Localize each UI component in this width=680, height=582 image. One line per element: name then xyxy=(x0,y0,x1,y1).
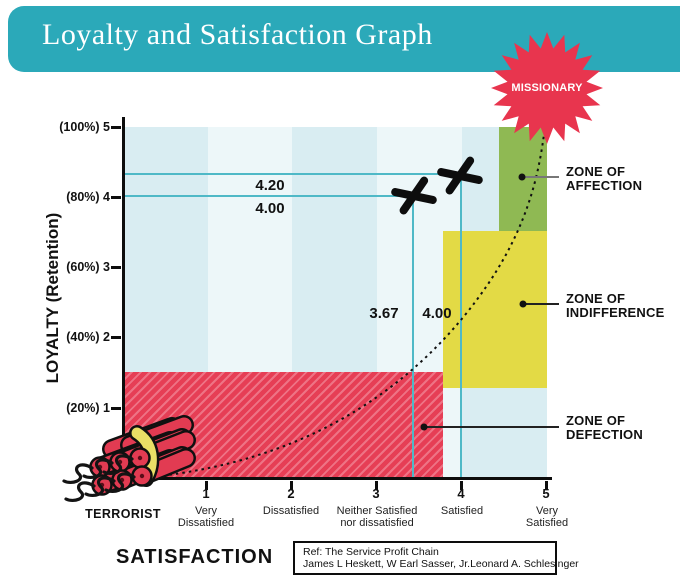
x-tick-dash xyxy=(545,481,548,490)
zone-label-line: INDIFFERENCE xyxy=(566,304,665,320)
y-tick-label-5: (100%) 5 xyxy=(59,120,110,134)
x-cat-label-2: Dissatisfied xyxy=(236,505,346,517)
x-tick-number-1: 1 xyxy=(202,486,210,501)
x-axis-title: SATISFACTION xyxy=(116,546,274,568)
x-cat-line: Dissatisfied xyxy=(177,517,235,529)
x-tick-dash xyxy=(460,481,463,490)
reference-line-1: Ref: The Service Profit Chain xyxy=(303,546,439,558)
x-cat-label-5: Very Satisfied xyxy=(492,505,602,529)
zone-label-line: AFFECTION xyxy=(566,177,643,193)
x-cat-label-4: Satisfied xyxy=(407,505,517,517)
value-label-satisfaction-high: 4.00 xyxy=(422,305,452,322)
zone-defection-label: ZONE OF DEFECTION xyxy=(566,414,680,441)
zone-indifference-label: ZONE OF INDIFFERENCE xyxy=(566,292,680,319)
zone-affection-label: ZONE OF AFFECTION xyxy=(566,165,680,192)
zone-label-line: ZONE OF xyxy=(566,164,626,179)
value-label-loyalty-low: 4.00 xyxy=(255,200,285,217)
x-tick-number-4: 4 xyxy=(457,486,465,501)
y-tick-dash xyxy=(111,196,121,199)
reference-box: Ref: The Service Profit Chain James L He… xyxy=(293,541,579,575)
x-cat-label-1: Very Dissatisfied xyxy=(151,505,261,529)
x-cat-line: Very xyxy=(194,505,217,517)
y-tick-dash xyxy=(111,266,121,269)
y-tick-label-1: (20%) 1 xyxy=(66,401,110,415)
x-tick-dash xyxy=(375,481,378,490)
x-tick-number-3: 3 xyxy=(372,486,380,501)
y-axis-title: LOYALTY (Retention) xyxy=(43,212,62,384)
crosshair-line-x400 xyxy=(460,173,462,478)
y-tick-dash xyxy=(111,336,121,339)
value-label-satisfaction-low: 3.67 xyxy=(369,305,399,322)
x-cat-line: Dissatisfied xyxy=(262,505,320,517)
y-tick-label-3: (60%) 3 xyxy=(66,260,110,274)
x-axis-line xyxy=(122,477,552,480)
x-cat-line: Neither Satisfied xyxy=(336,505,418,517)
x-tick-number-5: 5 xyxy=(542,486,550,501)
x-cat-line: Satisfied xyxy=(440,505,484,517)
zone-label-line: ZONE OF xyxy=(566,413,626,428)
y-axis-line xyxy=(122,117,125,478)
value-label-loyalty-high: 4.20 xyxy=(255,177,285,194)
terrorist-label: TERRORIST xyxy=(85,507,161,521)
crosshair-line-y400 xyxy=(124,195,414,197)
zone-defection-area xyxy=(124,372,443,478)
y-tick-dash xyxy=(111,407,121,410)
x-tick-dash xyxy=(290,481,293,490)
zone-label-line: DEFECTION xyxy=(566,426,643,442)
zone-affection-area xyxy=(499,127,547,231)
x-cat-line: nor dissatisfied xyxy=(340,517,414,529)
y-tick-dash xyxy=(111,126,121,129)
x-cat-label-3: Neither Satisfied nor dissatisfied xyxy=(322,505,432,529)
zone-label-line: ZONE OF xyxy=(566,291,626,306)
x-tick-number-2: 2 xyxy=(287,486,295,501)
missionary-badge-label: MISSIONARY xyxy=(511,82,583,94)
crosshair-line-x367 xyxy=(412,195,414,478)
x-tick-dash xyxy=(205,481,208,490)
crosshair-line-y420 xyxy=(124,173,466,175)
x-cat-line: Very xyxy=(535,505,558,517)
y-tick-label-2: (40%) 2 xyxy=(66,330,110,344)
x-cat-line: Satisfied xyxy=(525,517,569,529)
y-tick-label-4: (80%) 4 xyxy=(66,190,110,204)
page-title: Loyalty and Satisfaction Graph xyxy=(42,18,433,51)
reference-line-2: James L Heskett, W Earl Sasser, Jr.Leona… xyxy=(303,558,579,570)
